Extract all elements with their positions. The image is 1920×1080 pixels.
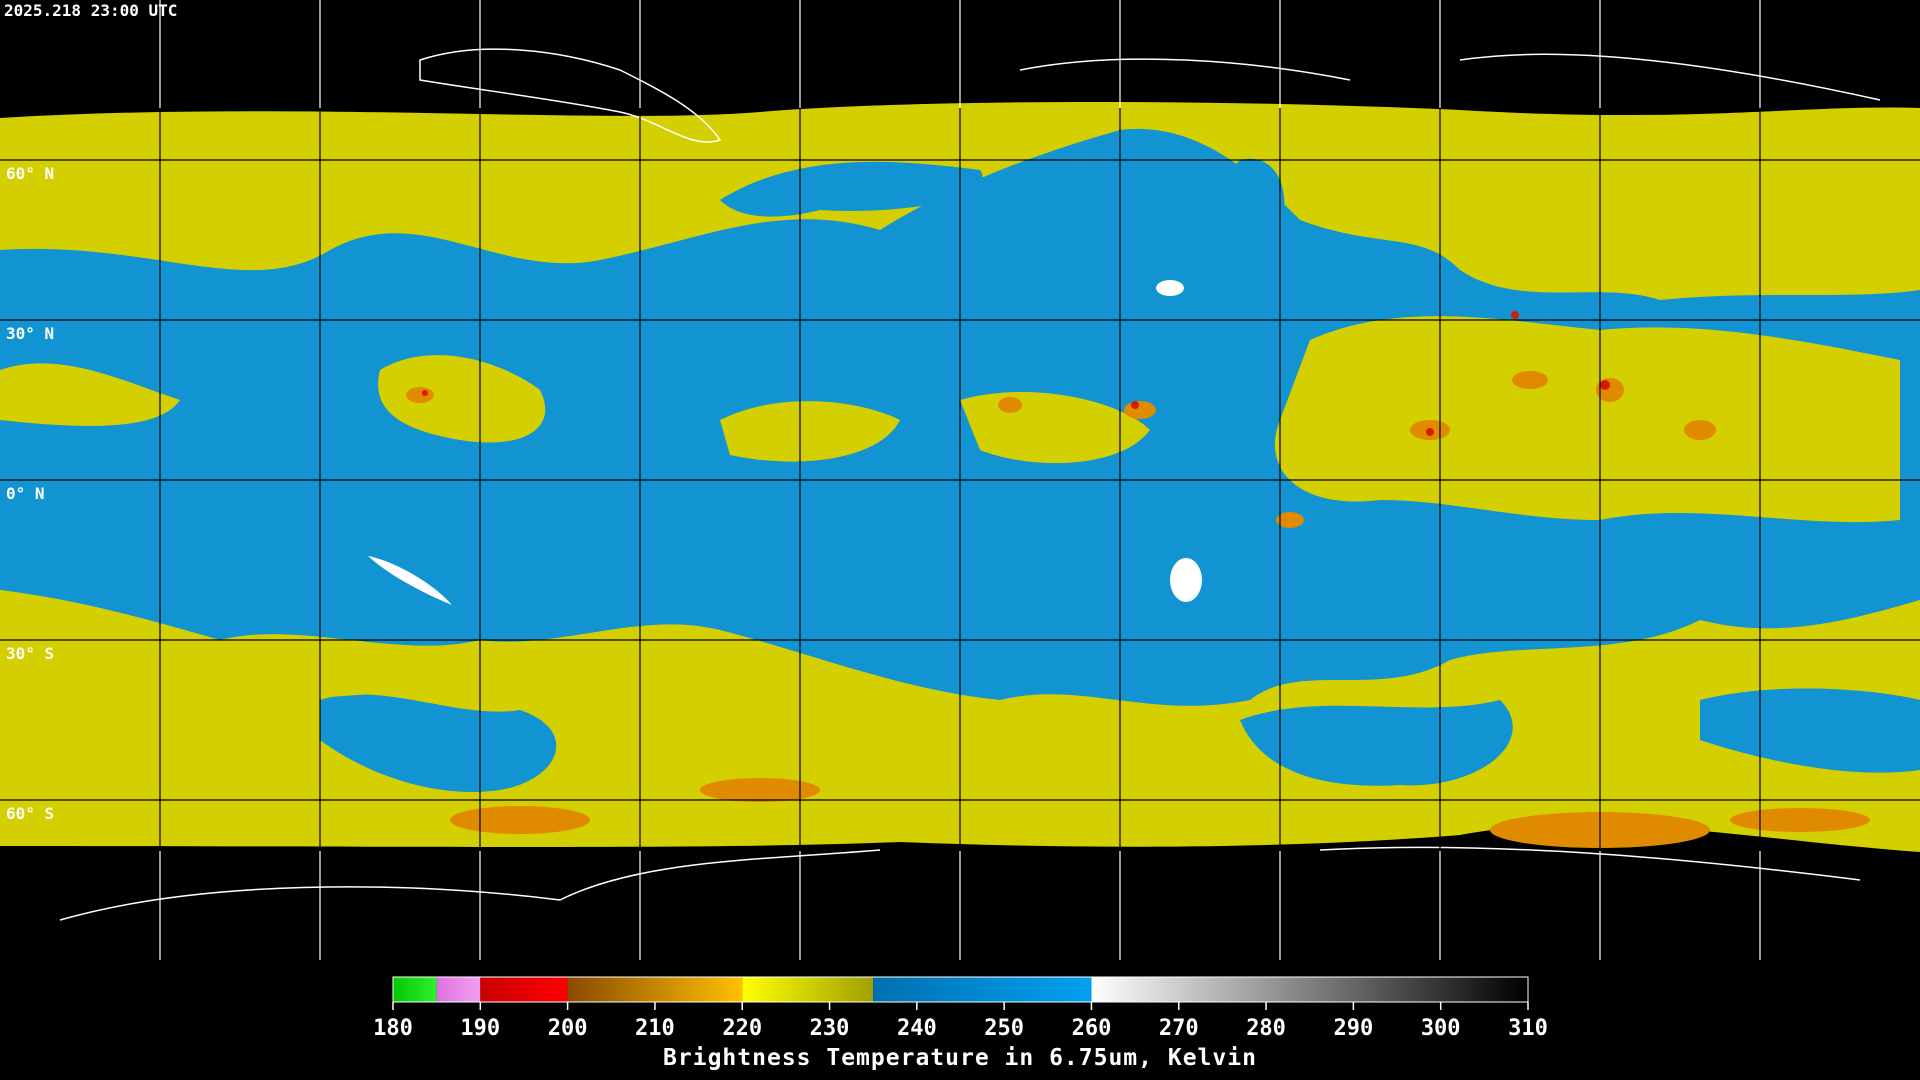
warm-spot (1170, 558, 1202, 602)
colorbar-frame (392, 976, 1529, 1003)
colorbar-tick-label: 200 (548, 1016, 588, 1041)
colorbar-segment (436, 977, 481, 1002)
colorbar-tick-label: 210 (635, 1016, 675, 1041)
colorbar-tick-label: 270 (1159, 1016, 1199, 1041)
colorbar-tick-label: 220 (722, 1016, 762, 1041)
latitude-label: 60° S (6, 804, 54, 823)
moist-patch (0, 363, 180, 426)
cold-spot (1600, 380, 1610, 390)
cold-patch (1684, 420, 1716, 440)
colorbar-segment (393, 977, 437, 1002)
moist-patch (0, 590, 480, 707)
cold-patch (406, 387, 434, 403)
colorbar-tick-label: 260 (1072, 1016, 1112, 1041)
colorbar-tick-label: 280 (1246, 1016, 1286, 1041)
colorbar-tick-label: 310 (1508, 1016, 1548, 1041)
latitude-label: 30° S (6, 644, 54, 663)
graticule: 60° N 30° N 0° N 30° S 60° S (6, 0, 1761, 960)
dry-region (720, 161, 983, 217)
coastline (59, 849, 881, 921)
cold-patch (1512, 371, 1548, 389)
moist-patch (720, 401, 900, 462)
colorbar-segment (1091, 977, 1528, 1002)
cold-spot (1426, 428, 1434, 436)
colorbar-title: Brightness Temperature in 6.75um, Kelvin (663, 1045, 1257, 1071)
coastline (1319, 846, 1861, 881)
latitude-label: 60° N (6, 164, 54, 183)
colorbar-tick-label: 290 (1334, 1016, 1374, 1041)
colorbar-tick-label: 250 (984, 1016, 1024, 1041)
timestamp: 2025.218 23:00 UTC (4, 1, 177, 20)
warm-spots (368, 280, 1202, 605)
latitude-label: 30° N (6, 324, 54, 343)
colorbar-segment (873, 977, 1092, 1002)
latitude-label: 0° N (6, 484, 45, 503)
moist-patch (1274, 316, 1900, 523)
colorbar: 180 190 200 210 220 230 240 250 260 270 280 290 300 3… (373, 976, 1548, 1041)
colorbar-segment (742, 977, 874, 1002)
colorbar-tick-label: 190 (460, 1016, 500, 1041)
dry-region (1700, 688, 1920, 773)
dry-region (320, 694, 557, 792)
colorbar-tick-label: 230 (810, 1016, 850, 1041)
cold-patch (700, 778, 820, 802)
colorbar-tick-label: 300 (1421, 1016, 1461, 1041)
warm-spot (1156, 280, 1184, 296)
cold-spot (1511, 311, 1519, 319)
cold-spot (422, 390, 428, 396)
very-cold-spots (422, 311, 1610, 436)
colorbar-segment (480, 977, 568, 1002)
colorbar-tick-label: 240 (897, 1016, 937, 1041)
cold-patch (1124, 401, 1156, 419)
dry-region (1240, 700, 1513, 786)
colorbar-tick-label: 180 (373, 1016, 413, 1041)
coastline (1019, 58, 1351, 81)
cold-spot (1131, 401, 1139, 409)
warm-spot (368, 556, 452, 605)
cold-patch (1730, 808, 1870, 832)
coastlines (59, 48, 1881, 921)
cold-patch (450, 806, 590, 834)
coastline (1459, 53, 1881, 101)
coastline (419, 48, 722, 143)
colorbar-segment (567, 977, 743, 1002)
cold-patch (1276, 512, 1304, 528)
moist-patch (378, 355, 546, 443)
cold-patch (998, 397, 1022, 413)
